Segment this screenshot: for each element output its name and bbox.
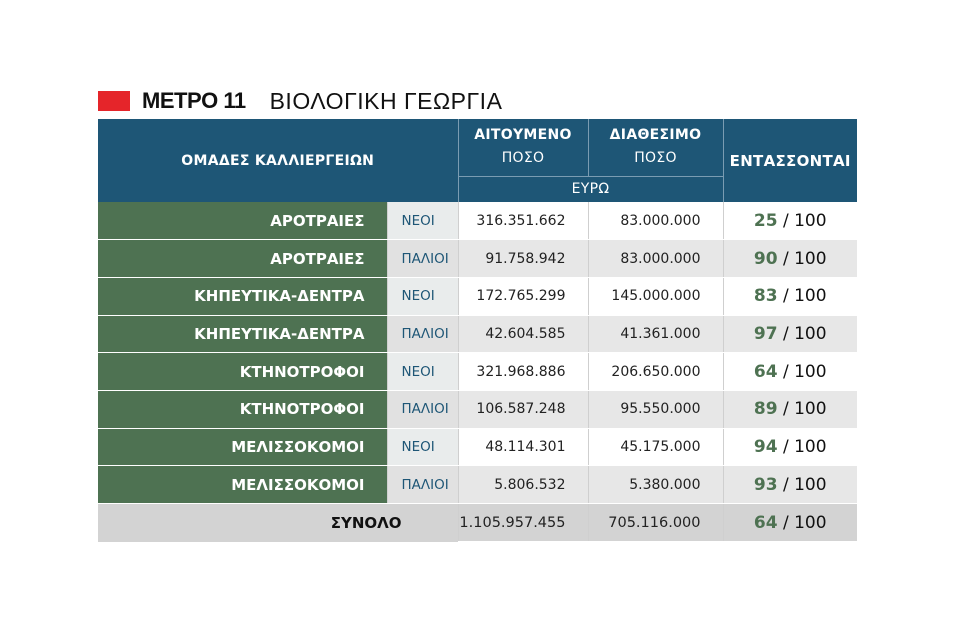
total-included: 64 / 100 (722, 503, 857, 542)
cell-requested: 42.604.585 (457, 315, 588, 354)
cell-available: 83.000.000 (587, 202, 723, 241)
cell-included: 25 / 100 (722, 202, 857, 241)
table-row: ΑΡΟΤΡΑΙΕΣ ΠΑΛΙΟΙ 91.758.942 83.000.000 90 / … (98, 239, 857, 278)
cell-included: 93 / 100 (722, 465, 857, 504)
total-included-value: 64 (753, 512, 778, 533)
cell-available: 83.000.000 (587, 239, 723, 278)
cell-requested: 321.968.886 (457, 352, 588, 391)
header-available-line2: ΠΟΣΟ (634, 150, 677, 167)
table-row: ΑΡΟΤΡΑΙΕΣ ΝΕΟΙ 316.351.662 83.000.000 25 / 1… (98, 202, 857, 241)
cell-type: ΝΕΟΙ (386, 277, 458, 316)
cell-group: ΚΗΠΕΥΤΙΚΑ-ΔΕΝΤΡΑ (98, 277, 387, 316)
table-row: ΚΗΠΕΥΤΙΚΑ-ΔΕΝΤΡΑ ΝΕΟΙ 172.765.299 145.000.0… (98, 277, 857, 316)
header-requested: ΑΙΤΟΥΜΕΝΟ ΠΟΣΟ (457, 119, 588, 176)
cell-type: ΠΑΛΙΟΙ (386, 239, 458, 278)
cell-requested: 106.587.248 (457, 390, 588, 429)
table-row: ΚΤΗΝΟΤΡΟΦΟΙ ΝΕΟΙ 321.968.886 206.650.000 64 … (98, 352, 857, 391)
total-row: ΣΥΝΟΛΟ 1.105.957.455 705.116.000 64 / 100 (98, 503, 857, 542)
cell-type: ΠΑΛΙΟΙ (386, 465, 458, 504)
cell-available: 41.361.000 (587, 315, 723, 354)
cell-group: ΜΕΛΙΣΣΟΚΟΜΟΙ (98, 465, 387, 504)
table-row: ΚΤΗΝΟΤΡΟΦΟΙ ΠΑΛΙΟΙ 106.587.248 95.550.000 89… (98, 390, 857, 429)
cell-group: ΑΡΟΤΡΑΙΕΣ (98, 202, 387, 241)
title-accent-block (98, 91, 130, 111)
cell-type: ΝΕΟΙ (386, 352, 458, 391)
cell-requested: 91.758.942 (457, 239, 588, 278)
cell-available: 95.550.000 (587, 390, 723, 429)
cell-available: 45.175.000 (587, 428, 723, 467)
cell-included: 97 / 100 (722, 315, 857, 354)
included-value: 93 (753, 474, 778, 495)
header-requested-line2: ΠΟΣΟ (501, 150, 545, 167)
cell-included: 83 / 100 (722, 277, 857, 316)
cell-group: ΚΗΠΕΥΤΙΚΑ-ΔΕΝΤΡΑ (98, 315, 387, 354)
chart-title: ΜΕΤΡΟ 11 ΒΙΟΛΟΓΙΚΗ ΓΕΩΡΓΙΑ (98, 88, 502, 114)
total-available: 705.116.000 (587, 503, 723, 542)
cell-requested: 172.765.299 (457, 277, 588, 316)
included-of: / 100 (782, 436, 827, 457)
included-of: / 100 (782, 399, 827, 420)
cell-type: ΠΑΛΙΟΙ (386, 315, 458, 354)
cell-included: 90 / 100 (722, 239, 857, 278)
cell-included: 89 / 100 (722, 390, 857, 429)
header-requested-line1: ΑΙΤΟΥΜΕΝΟ (474, 127, 572, 144)
cell-group: ΜΕΛΙΣΣΟΚΟΜΟΙ (98, 428, 387, 467)
included-value: 89 (753, 399, 778, 420)
total-included-of: / 100 (782, 512, 827, 533)
total-requested: 1.105.957.455 (457, 503, 588, 542)
included-of: / 100 (782, 323, 827, 344)
title-main: ΜΕΤΡΟ 11 (142, 88, 246, 113)
included-value: 64 (753, 361, 778, 382)
cell-available: 206.650.000 (587, 352, 723, 391)
table-row: ΜΕΛΙΣΣΟΚΟΜΟΙ ΝΕΟΙ 48.114.301 45.175.000 94 /… (98, 428, 857, 467)
included-value: 94 (753, 436, 778, 457)
included-value: 25 (753, 210, 778, 231)
header-available: ΔΙΑΘΕΣΙΜΟ ΠΟΣΟ (587, 119, 723, 176)
included-of: / 100 (782, 474, 827, 495)
total-label: ΣΥΝΟΛΟ (98, 503, 458, 542)
included-of: / 100 (782, 286, 827, 307)
included-of: / 100 (782, 210, 827, 231)
table-row: ΜΕΛΙΣΣΟΚΟΜΟΙ ΠΑΛΙΟΙ 5.806.532 5.380.000 93 /… (98, 465, 857, 504)
cell-type: ΝΕΟΙ (386, 202, 458, 241)
cell-included: 94 / 100 (722, 428, 857, 467)
header-unit: ΕΥΡΩ (457, 175, 723, 202)
cell-available: 5.380.000 (587, 465, 723, 504)
cell-available: 145.000.000 (587, 277, 723, 316)
cell-requested: 316.351.662 (457, 202, 588, 241)
cell-requested: 5.806.532 (457, 465, 588, 504)
cell-type: ΝΕΟΙ (386, 428, 458, 467)
included-of: / 100 (782, 248, 827, 269)
cell-requested: 48.114.301 (457, 428, 588, 467)
header-available-line1: ΔΙΑΘΕΣΙΜΟ (609, 127, 702, 144)
cell-type: ΠΑΛΙΟΙ (386, 390, 458, 429)
cell-group: ΑΡΟΤΡΑΙΕΣ (98, 239, 387, 278)
cell-group: ΚΤΗΝΟΤΡΟΦΟΙ (98, 390, 387, 429)
included-value: 90 (753, 248, 778, 269)
included-of: / 100 (782, 361, 827, 382)
included-value: 97 (753, 323, 778, 344)
table-row: ΚΗΠΕΥΤΙΚΑ-ΔΕΝΤΡΑ ΠΑΛΙΟΙ 42.604.585 41.361.0… (98, 315, 857, 354)
cell-group: ΚΤΗΝΟΤΡΟΦΟΙ (98, 352, 387, 391)
data-table: ΟΜΑΔΕΣ ΚΑΛΛΙΕΡΓΕΙΩΝ ΑΙΤΟΥΜΕΝΟ ΠΟΣΟ ΔΙΑΘΕ… (98, 119, 857, 542)
included-value: 83 (753, 286, 778, 307)
title-subtitle: ΒΙΟΛΟΓΙΚΗ ΓΕΩΡΓΙΑ (269, 87, 503, 114)
header-included: ΕΝΤΑΣΣΟΝΤΑΙ (722, 119, 857, 202)
cell-included: 64 / 100 (722, 352, 857, 391)
header-group: ΟΜΑΔΕΣ ΚΑΛΛΙΕΡΓΕΙΩΝ (98, 119, 458, 202)
